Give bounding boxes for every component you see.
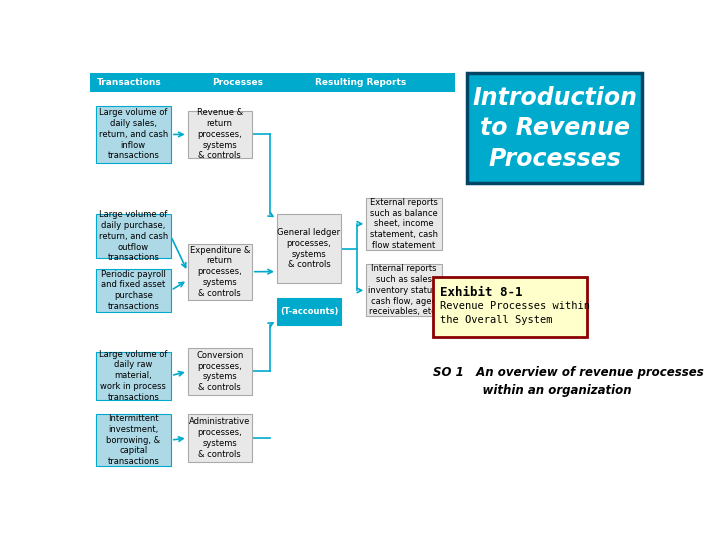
Text: Periodic payroll
and fixed asset
purchase
transactions: Periodic payroll and fixed asset purchas… [101, 270, 166, 311]
Text: Transactions: Transactions [96, 78, 161, 87]
Text: Large volume of
daily raw
material,
work in process
transactions: Large volume of daily raw material, work… [99, 349, 168, 402]
Text: Processes: Processes [212, 78, 264, 87]
FancyBboxPatch shape [96, 214, 171, 258]
Text: SO 1   An overview of revenue processes
            within an organization: SO 1 An overview of revenue processes wi… [433, 366, 704, 397]
Text: Revenue &
return
processes,
systems
& controls: Revenue & return processes, systems & co… [197, 109, 243, 160]
Text: Conversion
processes,
systems
& controls: Conversion processes, systems & controls [196, 351, 243, 392]
FancyBboxPatch shape [277, 214, 341, 283]
FancyBboxPatch shape [96, 352, 171, 400]
Text: External reports
such as balance
sheet, income
statement, cash
flow statement: External reports such as balance sheet, … [370, 198, 438, 250]
FancyBboxPatch shape [277, 298, 341, 325]
FancyBboxPatch shape [366, 198, 441, 250]
FancyBboxPatch shape [96, 414, 171, 466]
FancyBboxPatch shape [433, 277, 587, 337]
Text: Administrative
processes,
systems
& controls: Administrative processes, systems & cont… [189, 417, 251, 458]
FancyBboxPatch shape [96, 106, 171, 163]
Text: Introduction
to Revenue
Processes: Introduction to Revenue Processes [472, 85, 637, 171]
Text: Large volume of
daily sales,
return, and cash
inflow
transactions: Large volume of daily sales, return, and… [99, 109, 168, 160]
FancyBboxPatch shape [188, 414, 252, 462]
Text: Expenditure &
return
processes,
systems
& controls: Expenditure & return processes, systems … [189, 246, 250, 298]
FancyBboxPatch shape [467, 73, 642, 183]
FancyBboxPatch shape [366, 265, 441, 316]
FancyBboxPatch shape [90, 73, 456, 92]
Text: Revenue Processes within
the Overall System: Revenue Processes within the Overall Sys… [440, 301, 590, 325]
FancyBboxPatch shape [188, 244, 252, 300]
Text: (T-accounts): (T-accounts) [280, 307, 338, 316]
Text: Exhibit 8-1: Exhibit 8-1 [440, 286, 523, 299]
FancyBboxPatch shape [188, 111, 252, 158]
Text: Large volume of
daily purchase,
return, and cash
outflow
transactions: Large volume of daily purchase, return, … [99, 210, 168, 262]
Text: Resulting Reports: Resulting Reports [315, 78, 406, 87]
FancyBboxPatch shape [188, 348, 252, 395]
Text: General ledger
processes,
systems
& controls: General ledger processes, systems & cont… [277, 228, 341, 269]
Text: Intermittent
investment,
borrowing, &
capital
transactions: Intermittent investment, borrowing, & ca… [106, 414, 161, 466]
FancyBboxPatch shape [96, 268, 171, 312]
Text: Internal reports
such as sales
inventory status,
cash flow, aged
receivables, et: Internal reports such as sales inventory… [368, 265, 439, 316]
